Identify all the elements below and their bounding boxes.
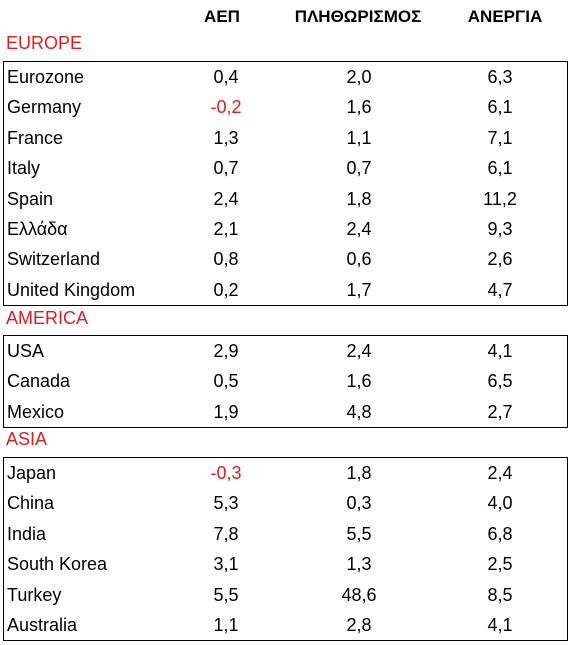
- inflation-cell: 2,4: [346, 218, 372, 239]
- unemployment-cell: 6,1: [487, 158, 513, 179]
- table-row: Mexico 1,9 4,8 2,7: [4, 397, 567, 427]
- region-table-asia: Japan -0,3 1,8 2,4 China 5,3 0,3 4,0 India 7,8 5,5…: [3, 457, 568, 642]
- country-cell: Eurozone: [7, 67, 85, 87]
- inflation-cell: 1,3: [346, 554, 372, 575]
- gdp-cell: 2,9: [213, 341, 239, 361]
- inflation-cell: 1,7: [346, 279, 372, 300]
- table-row: India 7,8 5,5 6,8: [4, 519, 567, 549]
- gdp-cell: 1,9: [213, 401, 239, 422]
- gdp-cell: 0,2: [213, 279, 239, 300]
- inflation-cell: 5,5: [346, 523, 372, 544]
- column-header-gdp: ΑΕΠ: [204, 7, 240, 26]
- region-label-asia: ASIA: [6, 429, 48, 449]
- unemployment-cell: 6,5: [487, 371, 513, 392]
- gdp-cell: -0,3: [210, 463, 242, 483]
- unemployment-cell: 9,3: [487, 218, 513, 239]
- unemployment-cell: 2,6: [487, 249, 513, 270]
- inflation-cell: 1,1: [346, 127, 372, 148]
- gdp-cell: 2,1: [213, 218, 239, 239]
- region-table-america: USA 2,9 2,4 4,1 Canada 0,5 1,6 6,5 Mexico 1,9 4,8 2…: [3, 335, 568, 429]
- region-label-america: AMERICA: [6, 308, 89, 328]
- inflation-cell: 2,8: [346, 614, 372, 635]
- country-cell: Australia: [7, 614, 78, 635]
- region-table-europe: Eurozone 0,4 2,0 6,3 Germany -0,2 1,6 6,1 France…: [3, 61, 568, 307]
- inflation-cell: 0,6: [346, 249, 372, 270]
- unemployment-cell: 2,7: [487, 401, 513, 422]
- inflation-cell: 0,7: [346, 158, 372, 179]
- inflation-cell: 2,4: [346, 341, 372, 361]
- table-row: USA 2,9 2,4 4,1: [4, 336, 567, 366]
- table-header: ΑΕΠ ΠΛΗΘΩΡΙΣΜΟΣ ΑΝΕΡΓΙΑ: [0, 0, 574, 34]
- gdp-cell: 1,1: [213, 614, 239, 635]
- gdp-cell: 1,3: [213, 127, 239, 148]
- table-row: Germany -0,2 1,6 6,1: [4, 92, 567, 122]
- gdp-cell: 5,5: [213, 584, 239, 605]
- country-cell: Canada: [7, 371, 71, 392]
- country-cell: Germany: [7, 97, 82, 118]
- inflation-cell: 1,8: [346, 463, 372, 483]
- country-cell: Japan: [7, 463, 57, 483]
- inflation-cell: 2,0: [346, 67, 372, 87]
- gdp-cell: 3,1: [213, 554, 239, 575]
- table-row: United Kingdom 0,2 1,7 4,7: [4, 275, 567, 305]
- gdp-cell: 0,8: [213, 249, 239, 270]
- unemployment-cell: 6,3: [487, 67, 513, 87]
- inflation-cell: 1,6: [346, 97, 372, 118]
- region-label-europe: EUROPE: [6, 33, 83, 53]
- table-row: France 1,3 1,1 7,1: [4, 123, 567, 153]
- table-row: Spain 2,4 1,8 11,2: [4, 184, 567, 214]
- table-row: China 5,3 0,3 4,0: [4, 488, 567, 518]
- unemployment-cell: 2,4: [487, 463, 513, 483]
- table-row: Australia 1,1 2,8 4,1: [4, 610, 567, 640]
- unemployment-cell: 8,5: [487, 584, 513, 605]
- unemployment-cell: 11,2: [483, 188, 517, 209]
- inflation-cell: 0,3: [346, 493, 372, 514]
- unemployment-cell: 4,0: [487, 493, 513, 514]
- unemployment-cell: 6,8: [487, 523, 513, 544]
- table-row: Switzerland 0,8 0,6 2,6: [4, 244, 567, 274]
- country-cell: Ελλάδα: [7, 218, 68, 239]
- table-row: Turkey 5,5 48,6 8,5: [4, 580, 567, 610]
- gdp-cell: -0,2: [210, 97, 242, 118]
- table-row: Eurozone 0,4 2,0 6,3: [4, 62, 567, 92]
- table-row: Ελλάδα 2,1 2,4 9,3: [4, 214, 567, 244]
- gdp-cell: 5,3: [213, 493, 239, 514]
- column-header-inflation: ΠΛΗΘΩΡΙΣΜΟΣ: [294, 7, 422, 26]
- gdp-cell: 0,4: [213, 67, 239, 87]
- gdp-cell: 2,4: [213, 188, 239, 209]
- inflation-cell: 1,6: [346, 371, 372, 392]
- country-cell: India: [7, 523, 47, 544]
- country-cell: Spain: [7, 188, 54, 209]
- gdp-cell: 0,5: [213, 371, 239, 392]
- inflation-cell: 48,6: [341, 584, 377, 605]
- unemployment-cell: 6,1: [487, 97, 513, 118]
- unemployment-cell: 7,1: [487, 127, 513, 148]
- unemployment-cell: 4,1: [487, 614, 513, 635]
- country-cell: France: [7, 127, 64, 148]
- country-cell: China: [7, 493, 55, 514]
- unemployment-cell: 2,5: [487, 554, 513, 575]
- table-row: South Korea 3,1 1,3 2,5: [4, 549, 567, 579]
- country-cell: Mexico: [7, 401, 65, 422]
- unemployment-cell: 4,7: [487, 279, 513, 300]
- column-header-unemployment: ΑΝΕΡΓΙΑ: [467, 7, 543, 26]
- country-cell: Turkey: [7, 584, 62, 605]
- table-row: Japan -0,3 1,8 2,4: [4, 458, 567, 488]
- table-row: Italy 0,7 0,7 6,1: [4, 153, 567, 183]
- country-cell: USA: [7, 341, 45, 361]
- country-cell: Italy: [7, 158, 41, 179]
- country-cell: Switzerland: [7, 249, 101, 270]
- gdp-cell: 7,8: [213, 523, 239, 544]
- unemployment-cell: 4,1: [487, 341, 513, 361]
- inflation-cell: 4,8: [346, 401, 372, 422]
- country-cell: United Kingdom: [7, 279, 136, 300]
- inflation-cell: 1,8: [346, 188, 372, 209]
- country-cell: South Korea: [7, 554, 108, 575]
- gdp-cell: 0,7: [213, 158, 239, 179]
- table-row: Canada 0,5 1,6 6,5: [4, 366, 567, 396]
